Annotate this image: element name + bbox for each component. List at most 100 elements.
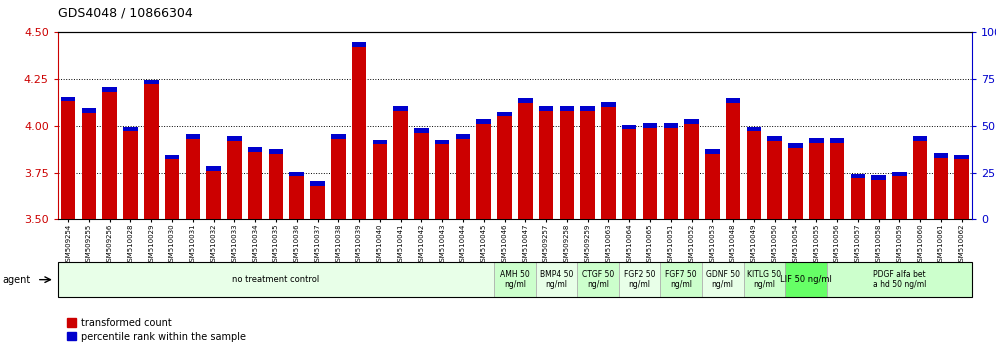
Bar [61,97,76,101]
Bar [892,172,906,176]
Bar [290,176,304,219]
Text: KITLG 50
ng/ml: KITLG 50 ng/ml [747,270,781,289]
Bar [352,47,367,219]
Bar [248,147,263,152]
Bar [872,175,885,180]
Bar [851,178,866,219]
Bar [331,139,346,219]
Bar [269,149,283,154]
Bar [933,158,948,219]
Text: no treatment control: no treatment control [232,275,320,284]
Bar [144,80,158,84]
Bar [954,159,969,219]
Bar [497,112,512,116]
Bar [518,98,533,103]
Bar [830,138,845,143]
Bar [103,87,117,92]
Bar [206,166,221,171]
Bar [124,131,137,219]
Bar [373,140,387,144]
Bar [913,136,927,141]
Bar [536,262,578,297]
Bar [785,262,827,297]
Bar [164,155,179,159]
Bar [456,134,470,139]
Bar [103,92,117,219]
Bar [619,262,660,297]
Bar [663,127,678,219]
Bar [622,130,636,219]
Text: GDNF 50
ng/ml: GDNF 50 ng/ml [706,270,740,289]
Bar [827,262,972,297]
Bar [539,111,554,219]
Bar [913,141,927,219]
Bar [518,103,533,219]
Bar [684,119,699,124]
Bar [809,138,824,143]
Bar [809,143,824,219]
Bar [144,84,158,219]
Text: FGF2 50
ng/ml: FGF2 50 ng/ml [623,270,655,289]
Text: FGF7 50
ng/ml: FGF7 50 ng/ml [665,270,697,289]
Bar [830,143,845,219]
Bar [227,136,242,141]
Bar [581,106,595,111]
Bar [435,140,449,144]
Bar [872,180,885,219]
Bar [705,149,720,154]
Bar [747,131,761,219]
Bar [747,127,761,131]
Bar [954,155,969,159]
Text: BMP4 50
ng/ml: BMP4 50 ng/ml [540,270,573,289]
Legend: transformed count, percentile rank within the sample: transformed count, percentile rank withi… [63,314,250,346]
Bar [933,153,948,158]
Text: GDS4048 / 10866304: GDS4048 / 10866304 [58,6,192,19]
Bar [684,124,699,219]
Bar [414,133,428,219]
Bar [788,143,803,148]
Bar [767,141,782,219]
Bar [602,107,616,219]
Bar [185,134,200,139]
Bar [82,113,97,219]
Bar [602,102,616,107]
Bar [456,139,470,219]
Bar [726,98,740,103]
Bar [892,176,906,219]
Bar [702,262,743,297]
Bar [578,262,619,297]
Bar [310,181,325,186]
Bar [642,127,657,219]
Bar [660,262,702,297]
Bar [373,144,387,219]
Bar [494,262,536,297]
Bar [352,42,367,47]
Bar [248,152,263,219]
Bar [851,173,866,178]
Bar [743,262,785,297]
Bar [227,141,242,219]
Text: LIF 50 ng/ml: LIF 50 ng/ml [780,275,832,284]
Text: agent: agent [2,275,30,285]
Bar [269,154,283,219]
Bar [705,154,720,219]
Bar [497,116,512,219]
Bar [393,111,408,219]
Bar [310,186,325,219]
Bar [560,111,574,219]
Text: CTGF 50
ng/ml: CTGF 50 ng/ml [582,270,615,289]
Bar [393,106,408,111]
Bar [124,127,137,131]
Text: AMH 50
ng/ml: AMH 50 ng/ml [500,270,530,289]
Bar [82,108,97,113]
Text: PDGF alfa bet
a hd 50 ng/ml: PDGF alfa bet a hd 50 ng/ml [872,270,926,289]
Bar [435,144,449,219]
Bar [476,119,491,124]
Bar [788,148,803,219]
Bar [185,139,200,219]
Bar [206,171,221,219]
Bar [663,123,678,127]
Bar [622,125,636,130]
Bar [61,101,76,219]
Bar [767,136,782,141]
